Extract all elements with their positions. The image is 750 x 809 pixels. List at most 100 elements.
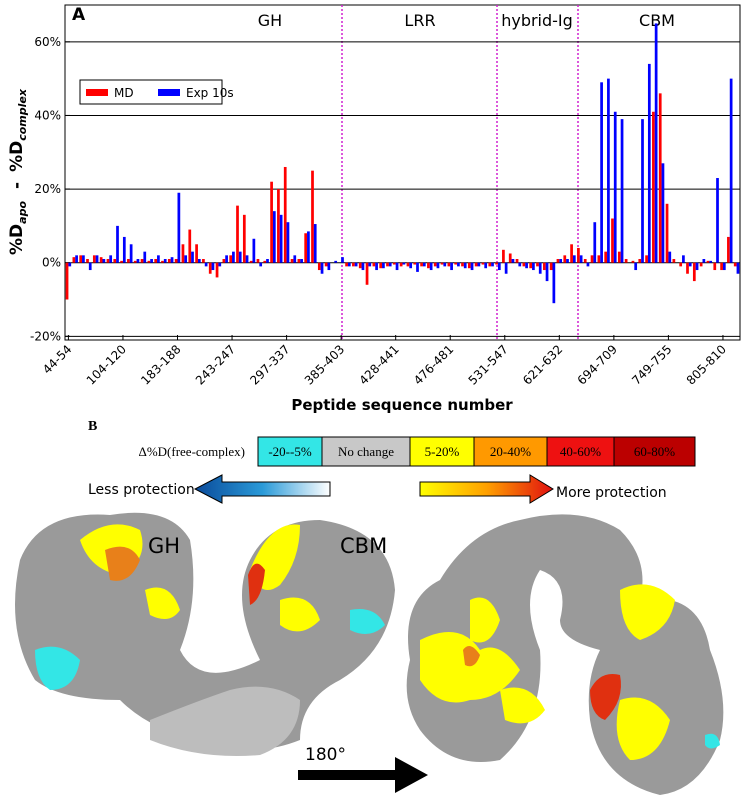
bar — [86, 259, 89, 263]
bar — [661, 163, 665, 263]
panel-label: A — [72, 5, 86, 25]
bar — [82, 255, 85, 263]
bar — [386, 262, 389, 267]
bar — [577, 247, 580, 263]
rotation-arrow — [298, 757, 428, 793]
bar — [508, 253, 512, 263]
arrow-label: More protection — [556, 485, 667, 501]
bar — [583, 259, 587, 263]
bar — [552, 262, 556, 304]
bar — [88, 262, 92, 271]
bar — [727, 236, 730, 263]
bar — [416, 262, 419, 272]
bar — [392, 262, 396, 265]
bar — [686, 262, 689, 274]
bar — [613, 111, 617, 263]
bar — [388, 262, 392, 267]
bar — [736, 262, 740, 274]
bar — [525, 262, 528, 269]
scale-title: Δ%D(free-complex) — [138, 444, 245, 459]
bar — [463, 262, 467, 269]
bar — [593, 222, 597, 263]
bar — [252, 238, 256, 263]
bar — [538, 262, 542, 274]
bar — [92, 255, 96, 263]
x-tick-label: 476-481 — [411, 342, 456, 387]
bar — [597, 255, 601, 263]
scale-label: 40-60% — [560, 444, 601, 459]
bar — [270, 181, 273, 263]
bar — [174, 259, 178, 263]
bar — [382, 262, 385, 269]
bar — [491, 262, 494, 267]
bar — [654, 23, 658, 263]
bar — [440, 262, 444, 265]
bar — [259, 262, 263, 267]
bar — [682, 255, 685, 263]
bar — [300, 259, 303, 263]
less-protection-arrow — [193, 474, 331, 504]
bar — [406, 262, 410, 267]
bar — [461, 262, 464, 267]
panel-b: B Δ%D(free-complex) -20--5% No change 5-20… — [15, 419, 724, 795]
region-label: GH — [258, 11, 282, 30]
bar — [549, 262, 553, 271]
bar — [72, 257, 76, 263]
structure-left: GH CBM — [15, 512, 395, 756]
bar — [307, 231, 310, 263]
bar — [272, 211, 276, 263]
bar — [127, 259, 130, 263]
bar — [590, 255, 594, 263]
bar — [225, 255, 228, 263]
bar — [317, 262, 321, 271]
bar — [167, 259, 171, 263]
rotation-label: 180° — [305, 745, 346, 765]
bar — [256, 259, 260, 263]
bar — [566, 259, 569, 263]
bar — [495, 262, 498, 265]
bar — [188, 229, 192, 263]
bar — [474, 262, 478, 267]
scale-label: 60-80% — [634, 444, 675, 459]
bar — [617, 251, 621, 263]
bar — [611, 218, 614, 263]
bar — [157, 255, 160, 263]
bar — [191, 251, 194, 263]
bar — [304, 233, 308, 263]
scale-cell — [473, 436, 548, 467]
bar — [532, 262, 535, 271]
x-tick-label: 297-337 — [247, 342, 292, 387]
bar — [733, 262, 737, 267]
bar — [290, 259, 294, 263]
color-scale: -20--5% No change 5-20% 20-40% 40-60% 60-80% — [257, 436, 696, 467]
bar — [279, 214, 283, 263]
bar — [229, 255, 233, 263]
bar — [668, 251, 672, 263]
y-tick-label: -20% — [30, 329, 61, 343]
bar — [454, 262, 458, 265]
bar — [215, 262, 219, 278]
x-tick-label: 694-709 — [575, 342, 620, 387]
y-tick-label: 20% — [34, 182, 61, 196]
scale-cell — [546, 436, 615, 467]
bar — [579, 255, 583, 263]
legend-swatch — [158, 89, 180, 96]
bar — [457, 262, 460, 267]
bar — [709, 260, 713, 263]
x-tick-label: 621-632 — [520, 342, 565, 387]
bar — [249, 260, 253, 263]
bar — [497, 262, 501, 271]
bar — [277, 189, 280, 263]
scale-cell — [613, 436, 696, 467]
bar — [450, 262, 453, 271]
bar — [631, 260, 635, 263]
bar — [170, 257, 174, 263]
x-tick-label: 44-54 — [40, 342, 75, 377]
bar — [116, 225, 119, 263]
bar — [311, 170, 314, 263]
bar — [447, 262, 451, 267]
bar — [75, 255, 78, 263]
bar — [433, 262, 437, 267]
bar — [443, 262, 447, 267]
bar — [184, 255, 188, 263]
